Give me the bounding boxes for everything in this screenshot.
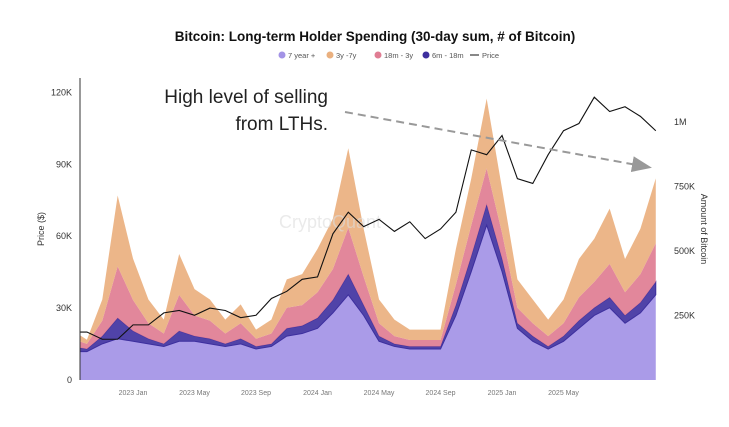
legend: 7 year + 3y -7y 18m - 3y 6m - 18m Price bbox=[278, 51, 499, 60]
legend-label: 6m - 18m bbox=[432, 51, 464, 60]
x-ticks: 2023 Jan 2023 May 2023 Sep 2024 Jan 2024 May… bbox=[119, 390, 580, 397]
x-tick-label: 2025 Jan bbox=[488, 390, 517, 397]
chart-title: Bitcoin: Long-term Holder Spending (30-d… bbox=[175, 29, 576, 44]
x-tick-label: 2023 Jan bbox=[119, 390, 148, 397]
left-tick-label: 90K bbox=[56, 159, 72, 169]
right-ticks: 250K 500K 750K 1M bbox=[674, 117, 695, 321]
annotation: High level of selling from LTHs. bbox=[164, 87, 652, 173]
x-tick-label: 2025 May bbox=[548, 390, 579, 397]
legend-swatch bbox=[326, 51, 334, 59]
stacked-areas bbox=[80, 98, 657, 380]
x-tick-label: 2024 Jan bbox=[303, 390, 332, 397]
left-axis-label: Price ($) bbox=[36, 212, 46, 246]
legend-swatch bbox=[278, 51, 286, 59]
left-tick-label: 0 bbox=[67, 375, 72, 385]
legend-label: 7 year + bbox=[288, 51, 316, 60]
legend-swatch bbox=[422, 51, 430, 59]
legend-swatch bbox=[374, 51, 382, 59]
left-tick-label: 120K bbox=[51, 87, 72, 97]
annotation-line-2: from LTHs. bbox=[235, 114, 328, 135]
area-6m-18m bbox=[80, 202, 657, 353]
price-line bbox=[80, 96, 657, 340]
price-line-group bbox=[80, 96, 657, 340]
left-tick-label: 60K bbox=[56, 231, 72, 241]
area-7-year- bbox=[80, 225, 656, 380]
legend-label: 3y -7y bbox=[336, 51, 357, 60]
x-tick-label: 2023 Sep bbox=[241, 390, 271, 397]
legend-label: 18m - 3y bbox=[384, 51, 413, 60]
right-axis-label: Amount of Bitcoin bbox=[699, 194, 709, 265]
legend-label: Price bbox=[482, 51, 499, 60]
left-ticks: 0 30K 60K 90K 120K bbox=[51, 87, 72, 385]
x-tick-label: 2024 Sep bbox=[426, 390, 456, 397]
right-tick-label: 1M bbox=[674, 117, 687, 127]
x-tick-label: 2024 May bbox=[364, 390, 395, 397]
x-tick-label: 2023 May bbox=[179, 390, 210, 397]
right-tick-label: 750K bbox=[674, 181, 695, 191]
watermark: CryptoQuant bbox=[279, 212, 381, 232]
left-tick-label: 30K bbox=[56, 303, 72, 313]
right-tick-label: 500K bbox=[674, 246, 695, 256]
annotation-line-1: High level of selling bbox=[164, 87, 328, 108]
area-18m-3y bbox=[80, 168, 656, 350]
right-tick-label: 250K bbox=[674, 310, 695, 320]
